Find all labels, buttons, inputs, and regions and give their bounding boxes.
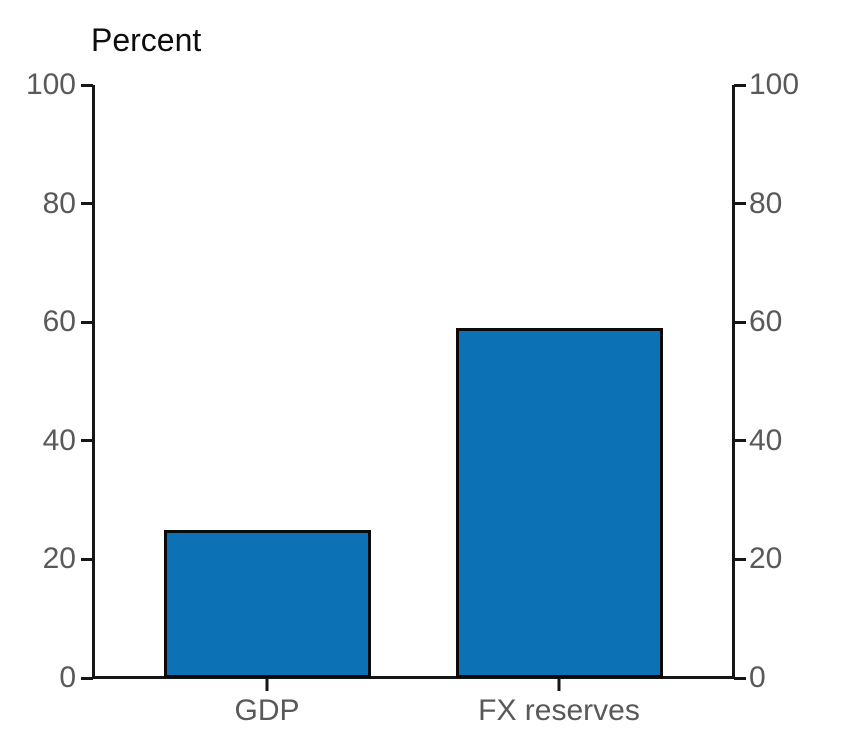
right-y-axis-line — [732, 85, 735, 679]
right-y-tick-label: 60 — [749, 305, 783, 339]
left-y-tick-label: 60 — [42, 305, 76, 339]
right-y-tick-label: 0 — [749, 661, 766, 694]
bar-gdp — [163, 529, 371, 678]
left-y-tick-label: 100 — [25, 68, 76, 101]
bar-fx-reserves — [455, 328, 663, 678]
x-axis-line — [92, 676, 735, 679]
right-y-tick-label: 40 — [749, 423, 783, 457]
right-y-tick — [734, 676, 746, 680]
left-y-tick — [81, 320, 93, 324]
left-y-tick — [81, 676, 93, 680]
right-y-tick — [734, 557, 746, 561]
right-y-tick-label: 100 — [749, 68, 800, 101]
left-y-tick — [81, 439, 93, 443]
left-y-tick-label: 40 — [42, 423, 76, 457]
x-category-label: GDP — [234, 694, 300, 727]
right-y-tick — [734, 202, 746, 206]
left-y-tick-label: 20 — [42, 542, 76, 576]
left-y-tick — [81, 557, 93, 561]
x-category-label: FX reserves — [478, 694, 640, 727]
right-y-tick — [734, 439, 746, 443]
left-y-tick — [81, 83, 93, 87]
right-y-tick — [734, 83, 746, 87]
x-tick — [265, 679, 269, 691]
left-y-tick-label: 80 — [42, 186, 76, 220]
right-y-tick-label: 80 — [749, 186, 783, 220]
left-y-axis-line — [92, 85, 95, 679]
left-y-tick-label: 0 — [59, 661, 76, 694]
left-y-tick — [81, 202, 93, 206]
right-y-tick — [734, 320, 746, 324]
y-axis-unit-label: Percent — [91, 22, 202, 58]
right-y-tick-label: 20 — [749, 542, 783, 576]
x-tick — [557, 679, 561, 691]
